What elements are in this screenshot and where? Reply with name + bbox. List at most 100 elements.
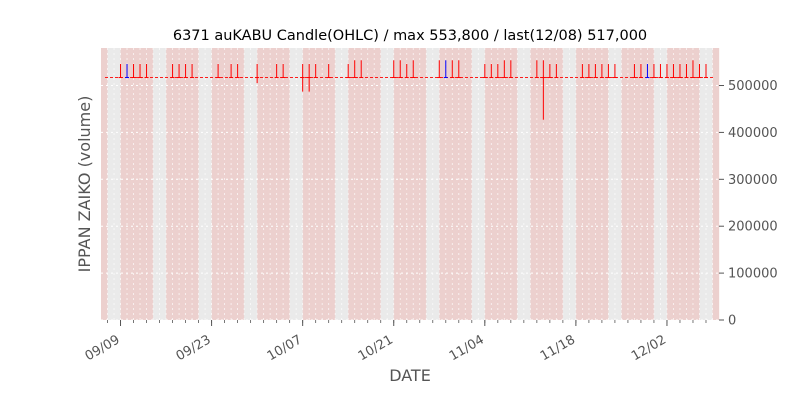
candle-body	[183, 77, 188, 79]
candle-body	[645, 77, 650, 79]
candle-body	[554, 77, 559, 79]
day-band	[653, 48, 661, 320]
day-band	[166, 48, 173, 320]
candle-body	[456, 77, 461, 79]
candle-body	[489, 77, 494, 79]
candle-body	[281, 77, 286, 79]
day-band	[185, 48, 193, 320]
x-tick-label: 12/02	[629, 332, 669, 364]
y-tick-label: 500000	[728, 79, 778, 94]
candle-body	[482, 77, 487, 79]
candle-body	[658, 77, 663, 79]
day-band	[198, 48, 206, 320]
candle-body	[411, 77, 416, 79]
x-tick-label: 10/21	[356, 332, 396, 364]
candle-body	[326, 77, 331, 79]
candle-body	[593, 77, 598, 79]
day-band	[146, 48, 154, 320]
candle-body	[612, 77, 617, 79]
candle-body	[651, 77, 656, 79]
day-band	[172, 48, 180, 320]
candle-body	[580, 77, 585, 79]
day-band	[575, 48, 583, 320]
day-band	[510, 48, 518, 320]
day-band	[309, 48, 316, 320]
day-band	[543, 48, 551, 320]
chart-title: 6371 auKABU Candle(OHLC) / max 553,800 /…	[173, 28, 647, 44]
candle-body	[398, 77, 403, 79]
candle-body	[255, 77, 260, 79]
day-band	[192, 48, 199, 320]
day-band	[536, 48, 544, 320]
day-band	[497, 48, 505, 320]
candle-body	[443, 77, 448, 79]
day-band	[270, 48, 277, 320]
day-band	[140, 48, 147, 320]
candle-body	[690, 77, 695, 79]
day-band	[504, 48, 512, 320]
candle-body	[216, 77, 221, 79]
day-band	[335, 48, 342, 320]
day-band	[666, 48, 674, 320]
day-band	[400, 48, 407, 320]
day-band	[627, 48, 635, 320]
day-band	[224, 48, 232, 320]
day-band	[471, 48, 479, 320]
x-axis-label: DATE	[389, 366, 431, 385]
candle-body	[144, 77, 149, 79]
y-axis-label: IPPAN ZAIKO (volume)	[75, 96, 94, 273]
day-band	[205, 48, 212, 320]
day-band	[159, 48, 167, 320]
day-band	[133, 48, 141, 320]
candle-body	[118, 77, 123, 79]
day-band	[354, 48, 362, 320]
day-band	[114, 48, 121, 320]
candle-body	[508, 77, 513, 79]
candle-body	[359, 77, 364, 79]
x-tick-label: 09/09	[83, 332, 123, 364]
day-band	[458, 48, 466, 320]
candle-body	[638, 77, 643, 79]
candle-body	[125, 77, 130, 79]
candle-body	[138, 77, 143, 79]
day-band	[432, 48, 440, 320]
candle-body	[684, 77, 689, 79]
day-band	[218, 48, 225, 320]
day-band	[413, 48, 420, 320]
plot-area	[101, 48, 720, 321]
day-band	[640, 48, 648, 320]
day-band	[276, 48, 284, 320]
day-band	[250, 48, 258, 320]
day-band	[465, 48, 472, 320]
day-band	[341, 48, 349, 320]
day-band	[634, 48, 642, 320]
candle-body	[703, 77, 708, 79]
y-tick-label: 100000	[728, 267, 778, 282]
day-band	[660, 48, 668, 320]
x-tick-label: 09/23	[174, 332, 214, 364]
day-band	[595, 48, 603, 320]
day-band	[348, 48, 355, 320]
day-band	[328, 48, 336, 320]
y-tick-label: 300000	[728, 173, 778, 188]
candle-body	[599, 77, 604, 79]
y-tick-label: 400000	[728, 126, 778, 141]
day-band	[296, 48, 303, 320]
day-band	[302, 48, 310, 320]
candle-body	[404, 77, 409, 79]
day-band	[705, 48, 713, 320]
y-tick-label: 200000	[728, 220, 778, 235]
day-band	[289, 48, 297, 320]
y-tick-label: 0	[728, 314, 736, 329]
day-band	[263, 48, 271, 320]
candle-body	[450, 77, 455, 79]
candle-body	[177, 77, 182, 79]
day-band	[120, 48, 128, 320]
day-band	[621, 48, 629, 320]
day-band	[588, 48, 596, 320]
candle-body	[352, 77, 357, 79]
day-band	[419, 48, 427, 320]
day-band	[523, 48, 531, 320]
day-band	[361, 48, 368, 320]
day-band	[608, 48, 616, 320]
